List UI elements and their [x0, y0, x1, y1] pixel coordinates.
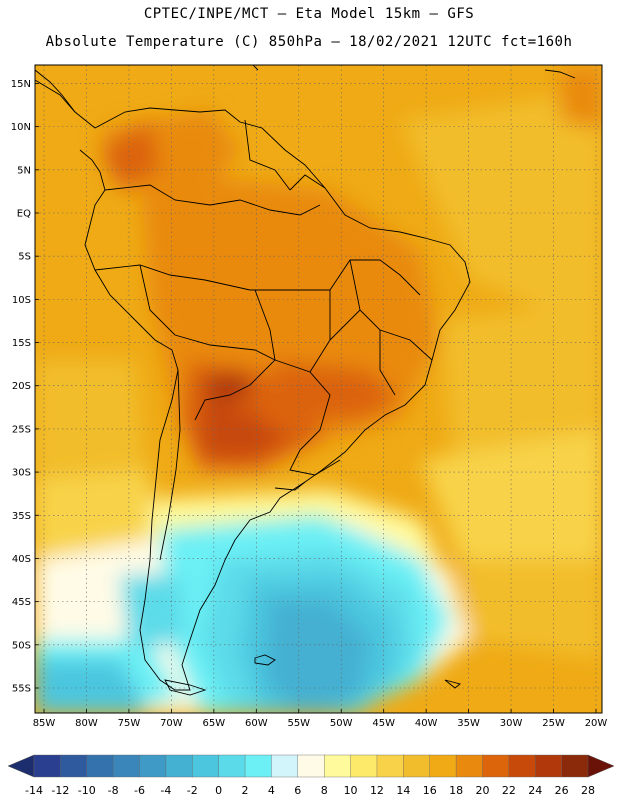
lon-label: 20W	[585, 718, 608, 729]
lon-label: 55W	[287, 718, 310, 729]
lat-label: 40S	[12, 554, 31, 565]
lon-label: 65W	[203, 718, 226, 729]
grid-lines	[35, 65, 602, 713]
lat-label: 5S	[18, 252, 31, 263]
lat-label: 5N	[17, 165, 31, 176]
colorbar-label: -6	[134, 784, 145, 797]
lon-label: 30W	[500, 718, 523, 729]
colorbar-label: 22	[502, 784, 516, 797]
colorbar-label: 12	[370, 784, 384, 797]
colorbar-swatch	[561, 754, 589, 778]
colorbar-label: 20	[475, 784, 489, 797]
lon-label: 75W	[118, 718, 141, 729]
lat-label: 45S	[12, 597, 31, 608]
colorbar-label: -8	[108, 784, 119, 797]
colorbar-swatch	[218, 754, 246, 778]
colorbar-swatch	[508, 754, 536, 778]
lat-label: 10N	[11, 122, 31, 133]
colorbar-label: 4	[268, 784, 275, 797]
lat-label: 35S	[12, 511, 31, 522]
lat-label: 50S	[12, 640, 31, 651]
color-scale-bar: -14 -12 -10 -8 -6 -4 -2 0 2 4 6 8 10 12 14 16 18 20 22 24 26…	[7, 754, 615, 797]
lat-label: EQ	[17, 209, 31, 220]
lon-label: 70W	[160, 718, 183, 729]
colorbar-swatch	[350, 754, 378, 778]
lat-label: 15S	[12, 338, 31, 349]
colorbar-swatch	[297, 754, 325, 778]
lon-label: 45W	[372, 718, 395, 729]
colorbar-label: 0	[215, 784, 222, 797]
colorbar-label: 24	[528, 784, 542, 797]
colorbar-right-arrow	[587, 754, 615, 778]
colorbar-swatch	[323, 754, 352, 778]
latitude-labels: 15N 10N 5N EQ 5S 10S 15S 20S 25S 30S 35S 40S 45S 50S 5…	[11, 79, 31, 695]
colorbar-label: 8	[321, 784, 328, 797]
colorbar-swatch	[165, 754, 193, 778]
axis-ticks	[35, 83, 597, 713]
map-frame	[34, 64, 603, 714]
colorbar-label: 14	[396, 784, 410, 797]
colorbar-swatch	[33, 754, 61, 778]
lat-label: 15N	[11, 79, 31, 90]
colorbar-label: 2	[242, 784, 249, 797]
colorbar-label: 28	[581, 784, 595, 797]
colorbar-swatch	[86, 754, 114, 778]
lon-label: 85W	[33, 718, 56, 729]
colorbar-label: -10	[78, 784, 96, 797]
lon-label: 35W	[457, 718, 480, 729]
temperature-field	[35, 65, 602, 713]
coastlines	[35, 65, 576, 696]
colorbar-swatch	[139, 754, 167, 778]
lon-label: 40W	[415, 718, 438, 729]
colorbar-swatch	[60, 754, 88, 778]
colorbar-swatch	[244, 754, 272, 778]
lat-label: 30S	[12, 468, 31, 479]
colorbar-label: -12	[51, 784, 69, 797]
colorbar-label: 16	[423, 784, 437, 797]
colorbar-label: 26	[555, 784, 569, 797]
colorbar-left-arrow	[7, 754, 35, 778]
colorbar-label: -2	[187, 784, 198, 797]
colorbar-label: 6	[294, 784, 301, 797]
lat-label: 10S	[12, 295, 31, 306]
colorbar-swatch	[112, 754, 141, 778]
header-title-line2: Absolute Temperature (C) 850hPa – 18/02/…	[45, 34, 573, 50]
colorbar-swatch	[403, 754, 431, 778]
colorbar-swatch	[535, 754, 563, 778]
lon-label: 80W	[75, 718, 98, 729]
lon-label: 50W	[330, 718, 353, 729]
longitude-labels: 85W 80W 75W 70W 65W 60W 55W 50W 45W 40W 35W 30W 25W 2…	[33, 718, 608, 729]
header-title-line1: CPTEC/INPE/MCT – Eta Model 15km – GFS	[143, 6, 475, 22]
colorbar-label: 18	[449, 784, 463, 797]
colorbar-swatch	[429, 754, 457, 778]
colorbar-swatch	[192, 754, 220, 778]
colorbar-swatch	[455, 754, 483, 778]
lon-label: 60W	[245, 718, 268, 729]
colorbar-label: -14	[25, 784, 43, 797]
lat-label: 25S	[12, 424, 31, 435]
colorbar-swatch	[482, 754, 510, 778]
colorbar-label: 10	[344, 784, 358, 797]
colorbar-swatch	[376, 754, 404, 778]
colorbar-label: -4	[160, 784, 171, 797]
lon-label: 25W	[542, 718, 565, 729]
lat-label: 20S	[12, 381, 31, 392]
lat-label: 55S	[12, 684, 31, 695]
colorbar-swatch	[271, 754, 299, 778]
